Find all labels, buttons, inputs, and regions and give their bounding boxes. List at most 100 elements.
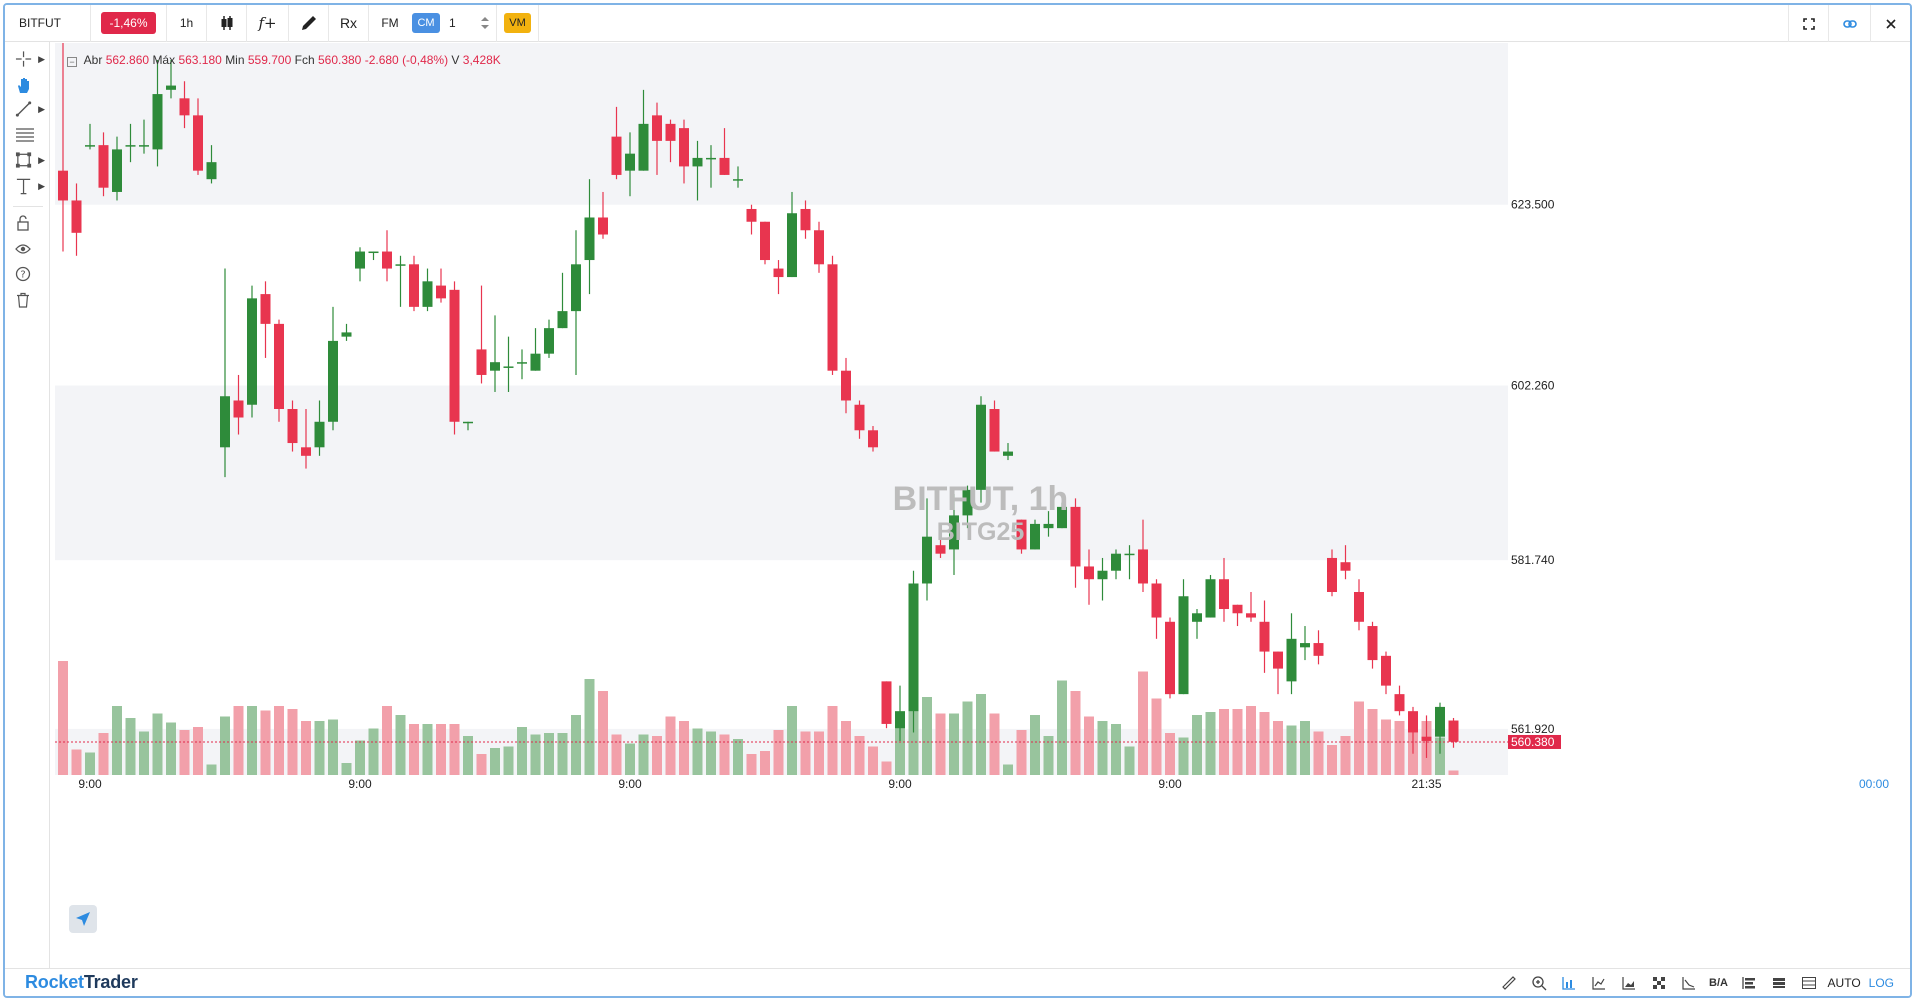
collapse-legend-icon[interactable]: − [67,57,77,67]
crosshair-tool[interactable]: ▶ [15,48,45,70]
volume-bar [557,733,568,775]
candle-body [247,298,257,405]
volume-bar [571,715,581,775]
symbol-label: BITFUT [19,16,61,30]
volume-bar [544,733,554,775]
volume-bar [949,713,959,775]
trash-icon [17,292,29,308]
volume-bar [1354,701,1364,775]
interval-button[interactable]: 1h [167,5,207,42]
volume-bar [1327,745,1337,775]
quantity-stepper[interactable]: 1 [441,5,497,42]
grid-button[interactable] [1794,969,1824,996]
volume-bar [206,764,217,775]
text-tool[interactable]: ▶ [15,175,45,197]
log-scale-toggle[interactable]: LOG [1868,976,1894,990]
volume-bar [1043,736,1054,775]
order-book-icon [1741,977,1755,989]
volume-bar [1097,721,1108,775]
pattern-button[interactable] [1644,969,1674,996]
navigate-button[interactable] [69,905,97,933]
bid-ask-button[interactable]: B/A [1704,969,1734,996]
hand-tool[interactable] [15,74,45,96]
volume-bar [1138,671,1148,775]
candle-body [679,128,689,167]
fib-tool[interactable] [15,124,45,146]
link-icon [1842,19,1857,28]
volume-bar [341,763,352,775]
candle-body [962,489,973,516]
candle-body [220,396,230,448]
open-label: Abr [83,53,103,67]
volume-bar [1313,731,1324,775]
fullscreen-icon [1802,17,1815,30]
candle-body [1070,506,1081,567]
volume-bar [274,706,284,775]
help-tool[interactable]: ? [15,263,45,285]
volume-bar [827,706,838,775]
candle-body [611,136,622,175]
profile-button[interactable] [1674,969,1704,996]
visibility-tool[interactable] [15,238,45,260]
volume-bar [1070,691,1081,775]
candle-body [584,217,595,261]
rectangle-tool[interactable]: ▶ [15,149,45,171]
volume-bar [490,748,500,775]
last-price-tag [1508,734,1561,749]
volume-bar [706,731,716,775]
fm-label: FM [381,16,399,30]
volume-bar [1111,724,1121,775]
volume-bar [1394,721,1405,775]
cm-button[interactable]: CM [411,5,441,42]
trendline-icon [15,101,32,117]
list-grid-icon [1801,977,1816,989]
chart-area[interactable]: 623.500 602.260 581.740 561.920 560.380 9:00 9… [51,43,1910,975]
rx-button[interactable]: Rx [329,5,369,42]
candle-body [1138,549,1148,584]
symbol-selector[interactable]: BITFUT [5,5,91,42]
area-chart-button[interactable] [1614,969,1644,996]
candle-body [854,404,865,431]
volume-bar [814,731,824,775]
volume-bar [1246,706,1256,775]
high-value: 563.180 [178,53,222,67]
trendline-tool[interactable]: ▶ [15,98,45,120]
candle-body [355,251,365,269]
fullscreen-button[interactable] [1788,5,1828,42]
candle-body [1178,596,1189,695]
volume-bar [503,746,514,775]
volume-bar [1057,680,1067,775]
volume-bar [854,736,865,775]
zoom-button[interactable] [1524,969,1554,996]
stepper-arrows-icon[interactable] [480,15,490,31]
indicators-button[interactable]: f+ [247,5,289,42]
drawing-button[interactable] [289,5,329,42]
expand-arrow-icon[interactable]: ▶ [38,154,45,165]
chart-type-button[interactable] [207,5,247,42]
expand-arrow-icon[interactable]: ▶ [38,180,45,191]
vm-button[interactable]: VM [497,5,539,42]
lock-tool[interactable] [15,212,45,234]
fm-button[interactable]: FM [369,5,411,42]
candle-body [544,328,554,354]
ruler-button[interactable] [1494,969,1524,996]
delete-tool[interactable] [15,289,45,311]
candle-body [1300,643,1310,648]
candle-body [1394,694,1405,712]
volume-bar [1192,715,1202,775]
candle-body [463,421,473,424]
link-button[interactable] [1828,5,1870,42]
layers-button[interactable] [1764,969,1794,996]
expand-arrow-icon[interactable]: ▶ [38,103,45,114]
auto-scale-toggle[interactable]: AUTO [1827,976,1861,990]
expand-arrow-icon[interactable]: ▶ [38,53,45,64]
candle-body [908,583,919,712]
line-chart-button[interactable] [1584,969,1614,996]
candle-body [1448,720,1459,742]
volume-toggle-button[interactable] [1554,969,1584,996]
volume-bar [1435,737,1445,775]
book-button[interactable] [1734,969,1764,996]
close-button[interactable] [1870,5,1910,42]
watermark-title: BITFUT, 1h [892,480,1069,518]
